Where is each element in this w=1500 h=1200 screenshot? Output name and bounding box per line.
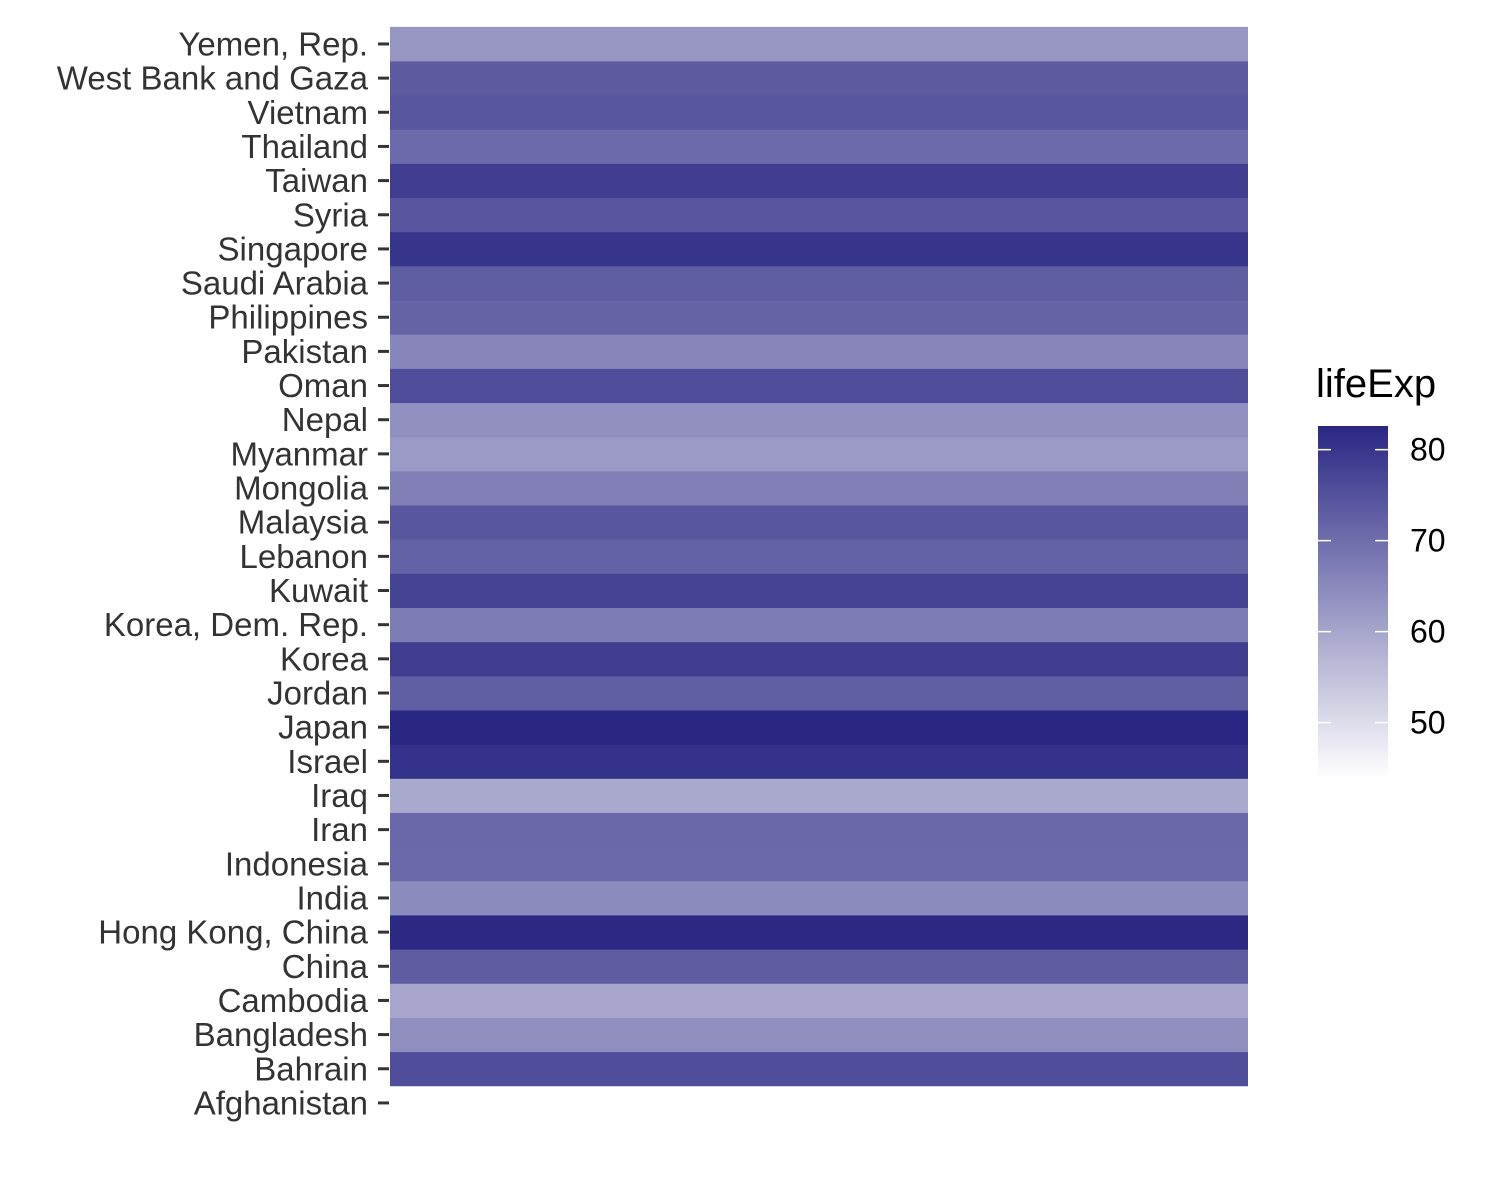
tile-afghanistan (390, 1085, 1248, 1121)
y-label-indonesia: Indonesia (225, 845, 369, 882)
legend-tick-label: 80 (1410, 432, 1446, 468)
tile-mongolia (390, 470, 1248, 506)
y-label-vietnam: Vietnam (248, 94, 368, 131)
y-label-japan: Japan (278, 709, 368, 746)
y-label-singapore: Singapore (218, 230, 368, 267)
tile-malaysia (390, 505, 1248, 540)
tile-bangladesh (390, 1017, 1248, 1053)
heatmap-tiles (390, 26, 1248, 1121)
tile-oman (390, 368, 1248, 404)
y-label-hong-kong-china: Hong Kong, China (98, 914, 368, 951)
y-label-jordan: Jordan (267, 675, 368, 712)
tile-vietnam (390, 95, 1248, 130)
y-label-malaysia: Malaysia (238, 504, 369, 541)
legend-colorbar (1318, 426, 1388, 779)
tile-indonesia (390, 846, 1248, 882)
legend-tick-label: 50 (1410, 705, 1446, 741)
legend-title: lifeExp (1316, 362, 1436, 406)
tile-taiwan (390, 163, 1248, 199)
y-label-mongolia: Mongolia (234, 470, 369, 507)
tile-hong-kong-china (390, 915, 1248, 950)
tile-kuwait (390, 573, 1248, 608)
tile-iraq (390, 778, 1248, 813)
y-label-korea-dem-rep: Korea, Dem. Rep. (104, 606, 368, 643)
y-label-israel: Israel (287, 743, 368, 780)
tile-japan (390, 710, 1248, 745)
y-label-saudi-arabia: Saudi Arabia (181, 265, 369, 302)
tile-cambodia (390, 983, 1248, 1018)
y-label-west-bank-and-gaza: West Bank and Gaza (57, 60, 369, 97)
y-label-syria: Syria (293, 196, 369, 233)
tile-thailand (390, 129, 1248, 164)
y-label-china: China (282, 948, 369, 985)
tile-myanmar (390, 436, 1248, 472)
legend-tick-label: 60 (1410, 614, 1446, 650)
y-label-afghanistan: Afghanistan (194, 1084, 368, 1121)
tile-india (390, 880, 1248, 916)
tile-iran (390, 812, 1248, 848)
tile-yemen-rep (390, 26, 1248, 62)
legend-tick-label: 70 (1410, 523, 1446, 559)
tile-china (390, 949, 1248, 984)
y-label-nepal: Nepal (282, 401, 368, 438)
y-label-yemen-rep: Yemen, Rep. (178, 25, 368, 62)
y-label-cambodia: Cambodia (218, 982, 369, 1019)
tile-nepal (390, 402, 1248, 438)
y-axis: AfghanistanBahrainBangladeshCambodiaChin… (57, 25, 389, 1121)
y-label-pakistan: Pakistan (241, 333, 368, 370)
tile-saudi-arabia (390, 266, 1248, 301)
tile-syria (390, 197, 1248, 233)
y-label-kuwait: Kuwait (269, 572, 368, 609)
tile-west-bank-and-gaza (390, 61, 1248, 96)
tile-bahrain (390, 1051, 1248, 1087)
legend: lifeExp 50 60 70 80 (1316, 362, 1446, 779)
tile-israel (390, 744, 1248, 779)
tile-korea (390, 641, 1248, 677)
y-label-myanmar: Myanmar (230, 435, 368, 472)
tile-pakistan (390, 334, 1248, 369)
y-label-india: India (296, 879, 368, 916)
tile-jordan (390, 675, 1248, 711)
y-label-iran: Iran (311, 811, 368, 848)
y-label-lebanon: Lebanon (240, 538, 368, 575)
y-label-korea: Korea (280, 640, 369, 677)
y-label-philippines: Philippines (208, 299, 368, 336)
y-label-iraq: Iraq (311, 777, 368, 814)
y-label-bangladesh: Bangladesh (194, 1016, 368, 1053)
y-label-thailand: Thailand (241, 128, 368, 165)
tile-lebanon (390, 539, 1248, 574)
y-label-taiwan: Taiwan (265, 162, 368, 199)
y-label-bahrain: Bahrain (254, 1050, 368, 1087)
tile-philippines (390, 300, 1248, 335)
y-label-oman: Oman (278, 367, 368, 404)
tile-singapore (390, 231, 1248, 267)
tile-korea-dem-rep (390, 607, 1248, 643)
